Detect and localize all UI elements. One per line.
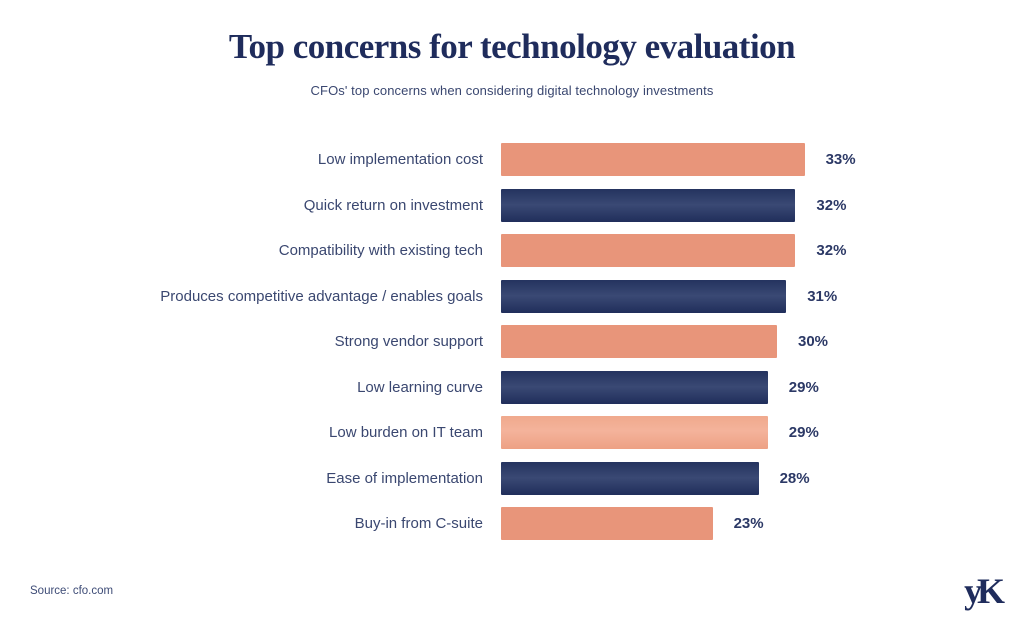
bar-track: 32%	[501, 188, 847, 222]
category-label: Strong vendor support	[334, 333, 483, 350]
category-label: Compatibility with existing tech	[278, 242, 483, 259]
chart-title: Top concerns for technology evaluation	[228, 27, 796, 66]
value-label: 29%	[788, 424, 819, 441]
value-label: 29%	[788, 378, 819, 396]
category-label: Low burden on IT team	[329, 424, 483, 441]
bar-segment	[501, 370, 768, 404]
value-label: 32%	[816, 242, 847, 259]
bar-track: 30%	[501, 325, 828, 358]
bar-row: Low learning curve 29%	[0, 370, 1024, 404]
category-label: Ease of implementation	[326, 469, 483, 487]
bar-track: 31%	[501, 279, 838, 313]
bar-track: 23%	[501, 507, 764, 540]
brand-logo: yK	[964, 571, 1005, 611]
chart-subtitle: CFOs' top concerns when considering digi…	[310, 82, 714, 98]
bar-segment	[501, 507, 713, 540]
category-label: Low implementation cost	[317, 151, 483, 168]
bar-track: 32%	[501, 234, 846, 267]
bar-chart: Low implementation cost 33% Quick return o…	[0, 143, 1024, 553]
chart-header: Top concerns for technology evaluation C…	[0, 27, 1024, 98]
value-label: 32%	[816, 196, 847, 214]
value-label: 33%	[825, 151, 856, 168]
bar-track: 29%	[501, 416, 819, 449]
value-label: 28%	[779, 469, 810, 487]
bar-track: 28%	[501, 461, 810, 495]
bar-row: Quick return on investment 32%	[0, 188, 1024, 222]
bar-segment	[501, 325, 777, 358]
bar-row: Strong vendor support 30%	[0, 325, 1024, 358]
bar-row: Low implementation cost 33%	[0, 143, 1024, 176]
bar-track: 29%	[501, 370, 819, 404]
value-label: 31%	[807, 287, 838, 305]
category-label: Buy-in from C-suite	[354, 515, 483, 532]
value-label: 23%	[733, 515, 764, 532]
bar-segment	[501, 416, 768, 449]
bar-segment	[501, 234, 796, 267]
bar-row: Buy-in from C-suite 23%	[0, 507, 1024, 540]
bar-row: Produces competitive advantage / enables…	[0, 279, 1024, 313]
category-label: Produces competitive advantage / enables…	[160, 287, 483, 305]
value-label: 30%	[798, 333, 829, 350]
bar-segment	[501, 188, 796, 222]
category-label: Quick return on investment	[303, 196, 483, 214]
bar-row: Ease of implementation 28%	[0, 461, 1024, 495]
category-label: Low learning curve	[357, 378, 483, 396]
bar-segment	[501, 279, 787, 313]
bar-segment	[501, 461, 759, 495]
bar-track: 33%	[501, 143, 856, 176]
bar-segment	[501, 143, 805, 176]
bar-row: Low burden on IT team 29%	[0, 416, 1024, 449]
bar-row: Compatibility with existing tech 32%	[0, 234, 1024, 267]
source-attribution: Source: cfo.com	[30, 585, 114, 597]
